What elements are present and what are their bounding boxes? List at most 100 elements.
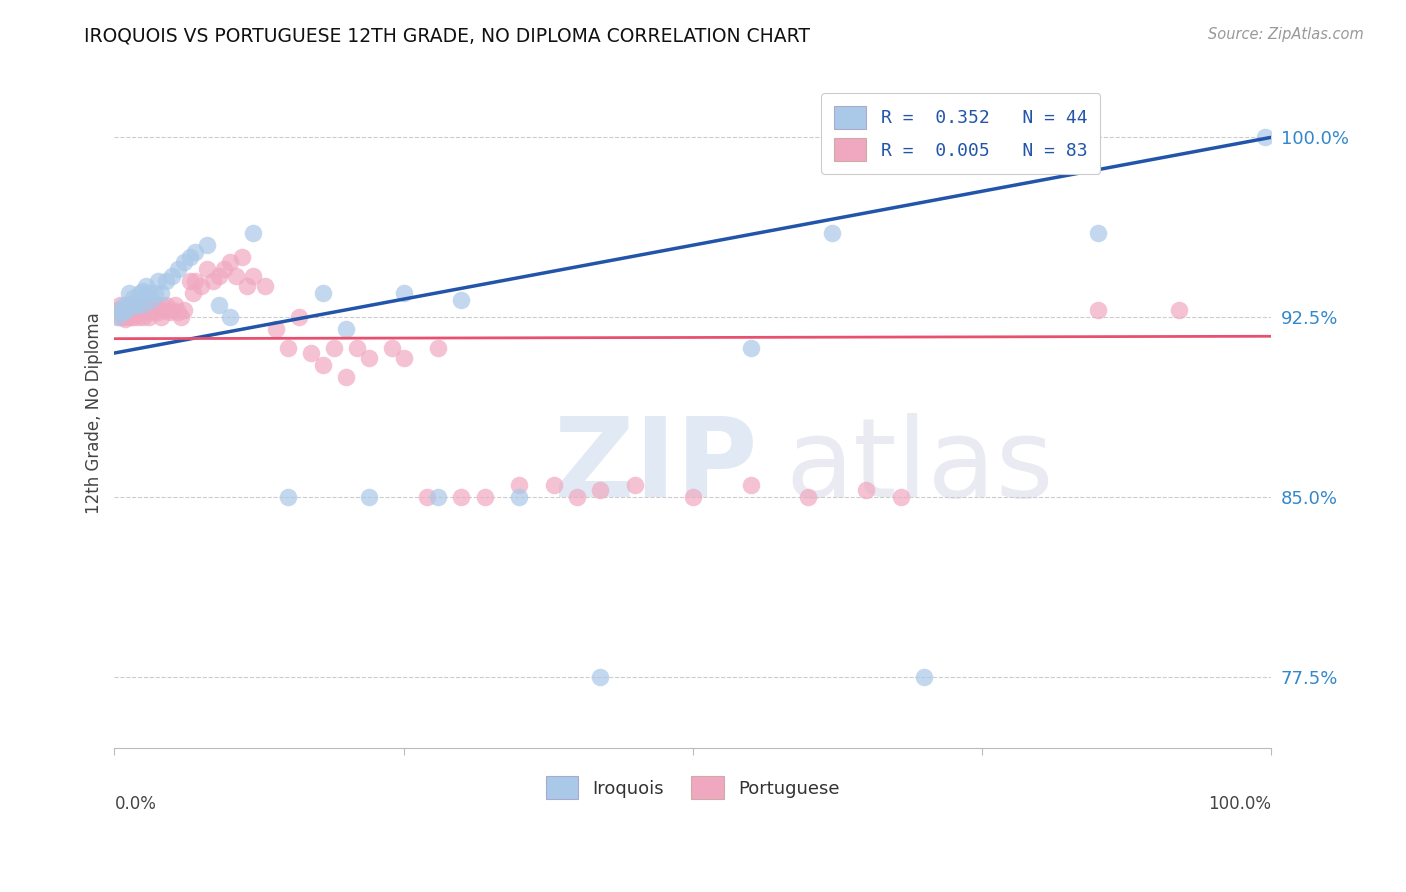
Point	[135, 305, 157, 319]
Point	[125, 305, 148, 319]
Point	[131, 298, 153, 312]
Point	[450, 490, 472, 504]
Point	[128, 305, 150, 319]
Point	[111, 305, 134, 319]
Point	[346, 341, 368, 355]
Point	[170, 310, 193, 324]
Point	[173, 302, 195, 317]
Point	[173, 255, 195, 269]
Point	[311, 358, 333, 372]
Point	[135, 279, 157, 293]
Point	[323, 341, 346, 355]
Point	[110, 305, 132, 319]
Point	[129, 302, 152, 317]
Point	[242, 226, 264, 240]
Point	[392, 286, 415, 301]
Point	[381, 341, 404, 355]
Point	[242, 269, 264, 284]
Point	[1087, 302, 1109, 317]
Point	[543, 478, 565, 492]
Point	[589, 483, 612, 497]
Point	[152, 302, 174, 317]
Point	[135, 302, 157, 317]
Point	[740, 341, 762, 355]
Point	[118, 286, 141, 301]
Text: 100.0%: 100.0%	[1208, 796, 1271, 814]
Point	[122, 305, 145, 319]
Point	[190, 279, 212, 293]
Point	[299, 346, 322, 360]
Legend: Iroquois, Portuguese: Iroquois, Portuguese	[538, 769, 846, 806]
Point	[225, 269, 247, 284]
Point	[179, 274, 201, 288]
Point	[141, 305, 163, 319]
Y-axis label: 12th Grade, No Diploma: 12th Grade, No Diploma	[86, 312, 103, 514]
Point	[117, 298, 139, 312]
Point	[120, 310, 142, 324]
Point	[508, 490, 530, 504]
Point	[288, 310, 311, 324]
Point	[122, 310, 145, 324]
Point	[565, 490, 588, 504]
Point	[118, 298, 141, 312]
Point	[127, 293, 149, 308]
Point	[159, 305, 181, 319]
Text: IROQUOIS VS PORTUGUESE 12TH GRADE, NO DIPLOMA CORRELATION CHART: IROQUOIS VS PORTUGUESE 12TH GRADE, NO DI…	[84, 27, 810, 45]
Point	[427, 341, 450, 355]
Point	[132, 284, 155, 298]
Point	[179, 250, 201, 264]
Point	[236, 279, 259, 293]
Text: 0.0%: 0.0%	[114, 796, 156, 814]
Point	[253, 279, 276, 293]
Point	[195, 238, 218, 252]
Point	[912, 670, 935, 684]
Point	[427, 490, 450, 504]
Point	[266, 322, 288, 336]
Point	[820, 226, 842, 240]
Point	[138, 286, 160, 301]
Point	[115, 302, 138, 317]
Point	[195, 262, 218, 277]
Point	[149, 310, 172, 324]
Point	[122, 291, 145, 305]
Point	[335, 322, 357, 336]
Point	[167, 305, 190, 319]
Point	[149, 286, 172, 301]
Point	[105, 310, 128, 324]
Point	[162, 269, 184, 284]
Point	[184, 274, 207, 288]
Point	[162, 302, 184, 317]
Point	[138, 310, 160, 324]
Point	[145, 302, 167, 317]
Point	[311, 286, 333, 301]
Point	[121, 298, 143, 312]
Point	[143, 286, 166, 301]
Point	[184, 245, 207, 260]
Point	[111, 310, 134, 324]
Point	[277, 490, 299, 504]
Point	[167, 262, 190, 277]
Point	[114, 312, 136, 326]
Point	[214, 262, 236, 277]
Point	[1254, 130, 1277, 145]
Point	[121, 302, 143, 317]
Point	[149, 298, 172, 312]
Point	[357, 490, 380, 504]
Point	[474, 490, 496, 504]
Point	[797, 490, 820, 504]
Point	[357, 351, 380, 365]
Point	[124, 298, 146, 312]
Point	[163, 298, 186, 312]
Point	[181, 286, 204, 301]
Point	[112, 298, 135, 312]
Point	[108, 298, 131, 312]
Point	[124, 298, 146, 312]
Point	[207, 298, 229, 312]
Point	[682, 490, 704, 504]
Point	[277, 341, 299, 355]
Point	[231, 250, 253, 264]
Point	[1167, 302, 1189, 317]
Text: Source: ZipAtlas.com: Source: ZipAtlas.com	[1208, 27, 1364, 42]
Point	[132, 298, 155, 312]
Point	[201, 274, 224, 288]
